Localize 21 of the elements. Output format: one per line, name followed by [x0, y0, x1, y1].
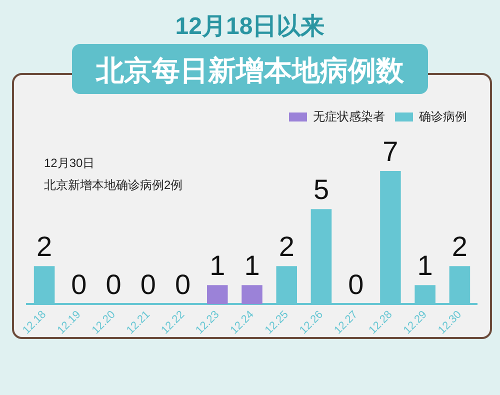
data-label: 0 — [71, 268, 87, 300]
legend-label: 确诊病例 — [418, 109, 467, 124]
data-label: 5 — [313, 174, 330, 205]
data-label: 0 — [174, 268, 191, 300]
data-label: 7 — [382, 136, 398, 167]
chart-subtitle: 北京每日新增本地病例数 — [94, 54, 405, 88]
bar — [207, 285, 228, 304]
data-label: 0 — [106, 268, 122, 300]
data-label: 2 — [278, 230, 294, 262]
text: 12月30日 — [44, 155, 95, 172]
bar — [242, 285, 262, 304]
data-label: 0 — [140, 268, 156, 300]
chart-title: 12月18日以来 — [174, 12, 326, 42]
data-label: 2 — [36, 230, 52, 262]
data-label: 1 — [210, 250, 226, 281]
data-label: 1 — [244, 250, 260, 281]
annotation: 北京新增本地确诊病例2例 — [44, 177, 183, 194]
legend-label: 无症状感染者 — [313, 109, 385, 124]
data-label: 0 — [348, 268, 364, 300]
data-label: 2 — [452, 230, 468, 262]
data-label: 1 — [417, 250, 433, 281]
